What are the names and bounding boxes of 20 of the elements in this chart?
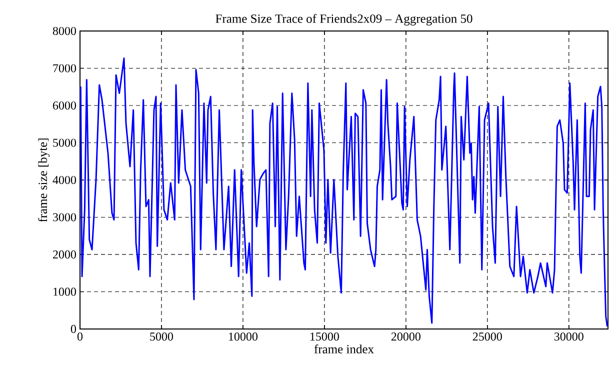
y-tick-label: 0 <box>70 324 76 334</box>
x-tick-label: 5000 <box>150 332 174 341</box>
y-axis-title: frame size [byte] <box>38 138 50 222</box>
y-tick-label: 1000 <box>54 288 76 296</box>
x-tick-label: 25000 <box>472 332 502 341</box>
x-tick-label: 0 <box>77 332 83 341</box>
y-tick-label: 6000 <box>52 101 76 110</box>
y-tick-label: 3000 <box>53 213 76 222</box>
y-tick-label: 8000 <box>52 26 76 36</box>
chart-title: Frame Size Trace of Friends2x09 – Aggregation 50 <box>216 14 472 26</box>
x-tick-label: 20000 <box>391 332 420 341</box>
x-tick-label: 10000 <box>229 332 258 341</box>
y-tick-label: 5000 <box>53 138 76 147</box>
y-tick-label: 4000 <box>52 176 76 184</box>
line-series <box>80 57 608 328</box>
y-tick-label: 7000 <box>53 64 76 72</box>
x-tick-label: 15000 <box>310 332 339 341</box>
x-tick-label: 30000 <box>554 332 584 341</box>
x-axis-title: frame index <box>314 344 374 354</box>
y-tick-label: 2000 <box>53 250 76 259</box>
